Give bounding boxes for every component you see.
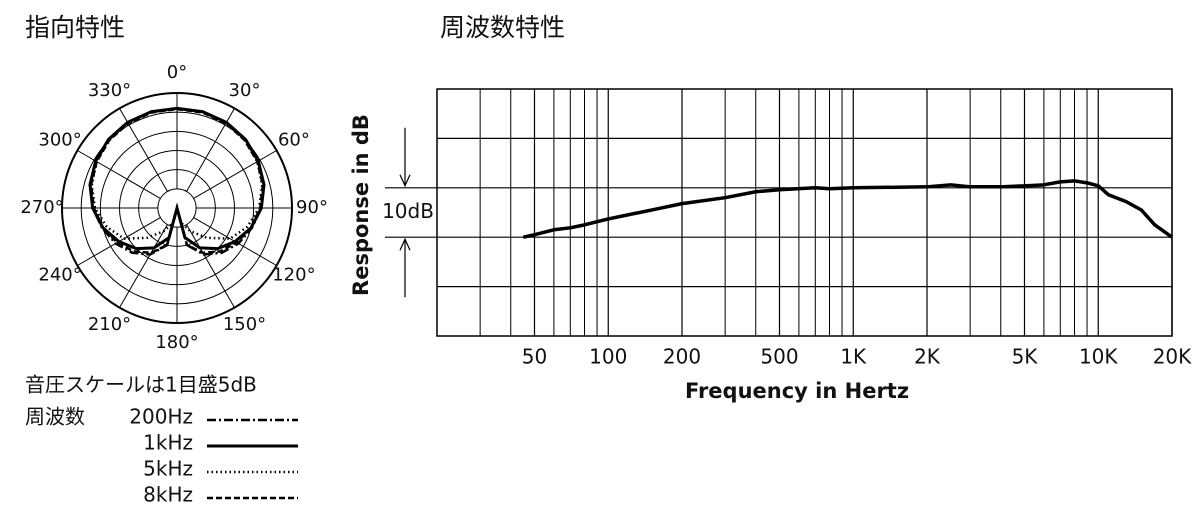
freq-title: 周波数特性 <box>440 13 565 42</box>
x-axis-label: Frequency in Hertz <box>685 379 909 403</box>
annotation-arrow <box>399 237 411 298</box>
angle-label: 90° <box>296 197 328 218</box>
legend-title: 周波数 <box>25 405 85 429</box>
angle-label: 120° <box>272 265 315 286</box>
angle-label: 270° <box>20 197 63 218</box>
polar-spoke <box>77 150 161 199</box>
annotation: 10dB <box>382 199 434 223</box>
polar-title: 指向特性 <box>25 13 125 42</box>
polar-spoke <box>193 150 277 199</box>
x-tick-label: 100 <box>589 345 627 369</box>
x-tick-label: 50 <box>522 345 547 369</box>
polar-spoke <box>186 224 235 308</box>
legend-label: 200Hz <box>129 405 193 429</box>
x-tick-label: 200 <box>663 345 701 369</box>
angle-label: 330° <box>88 80 131 101</box>
legend-label: 8kHz <box>143 483 193 507</box>
legend-label: 1kHz <box>143 431 193 455</box>
angle-label: 210° <box>88 314 131 335</box>
x-tick-label: 500 <box>760 345 798 369</box>
y-axis-label: Response in dB <box>349 114 373 296</box>
angle-label: 150° <box>223 314 266 335</box>
x-tick-label: 10K <box>1079 345 1118 369</box>
angle-label: 180° <box>155 332 198 353</box>
x-tick-label: 2K <box>914 345 941 369</box>
x-tick-label: 5K <box>1012 345 1039 369</box>
polar-line <box>89 107 265 255</box>
angle-label: 0° <box>167 62 187 83</box>
polar-spoke <box>119 224 168 308</box>
x-tick-label: 1K <box>840 345 867 369</box>
angle-label: 60° <box>278 130 310 151</box>
scale-note: 音圧スケールは1目盛5dB <box>25 373 257 397</box>
angle-label: 30° <box>229 80 261 101</box>
angle-label: 300° <box>38 130 81 151</box>
plot-frame <box>436 88 1173 337</box>
legend-label: 5kHz <box>143 457 193 481</box>
x-tick-label: 20K <box>1153 345 1192 369</box>
response-line <box>522 179 1174 239</box>
angle-label: 240° <box>38 265 81 286</box>
annotation-arrow <box>399 127 411 188</box>
